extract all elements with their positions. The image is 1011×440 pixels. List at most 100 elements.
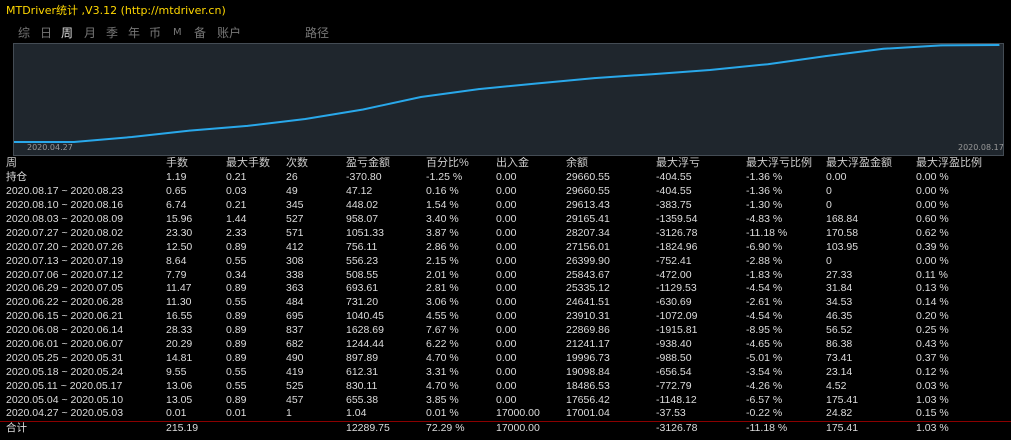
cell-max-lots: 0.01	[226, 407, 247, 420]
cell-max-profit-pct: 0.43 %	[916, 338, 949, 351]
cell-max-profit: 0	[826, 185, 832, 198]
cell-max-lots: 0.89	[226, 351, 247, 364]
table-row: 2020.06.15 ~ 2020.06.21 16.55 0.89 695 1040.…	[0, 310, 1011, 324]
cell-max-drawdown-pct: -3.54 %	[746, 365, 783, 378]
cell-max-profit-pct: 0.25 %	[916, 324, 949, 337]
cell-count: 527	[286, 213, 304, 225]
cell-week: 2020.08.03 ~ 2020.08.09	[6, 213, 124, 225]
cell-week: 2020.07.20 ~ 2020.07.26	[6, 240, 124, 253]
cell-balance: 26399.90	[566, 254, 610, 267]
tab-m[interactable]: M	[173, 27, 182, 38]
tab-account[interactable]: 账户	[217, 26, 242, 40]
cell-pnl: 731.20	[346, 296, 379, 309]
cell-lots: 13.06	[166, 379, 193, 392]
cell-max-profit-pct: 0.15 %	[916, 407, 949, 420]
cell-max-drawdown-pct: -0.22 %	[746, 407, 783, 420]
tab-currency[interactable]: 币	[149, 26, 162, 40]
cell-max-lots: 0.89	[226, 310, 247, 323]
cell-balance: 19098.84	[566, 365, 610, 378]
cell-deposit: 0.00	[496, 379, 517, 392]
tab-path[interactable]: 路径	[305, 26, 330, 40]
holding-row: 持仓 1.19 0.21 26 -370.80 -1.25 % 0.00 29660.55 -4…	[0, 171, 1011, 185]
cell-percent: 4.70 %	[426, 379, 459, 392]
balance-point	[651, 73, 653, 75]
cell-max-drawdown: -656.54	[656, 365, 692, 378]
cell-max-drawdown-pct: -8.95 %	[746, 324, 783, 337]
cell-max-profit-pct: 1.03 %	[910, 420, 1011, 436]
cell-lots: 20.29	[166, 338, 193, 351]
cell-percent: 百分比%	[426, 157, 469, 170]
weekly-stats-table: 周 手数 最大手数 次数 盈亏金额 百分比% 出入金 余额 最大浮亏 最大浮亏比例 最大浮盈金额 最大…	[0, 157, 1011, 436]
chart-end-date: 2020.08.17	[958, 143, 1004, 152]
cell-deposit: 0.00	[496, 310, 517, 323]
cell-max-lots: 0.89	[226, 393, 247, 406]
cell-lots: 0.65	[166, 185, 187, 198]
cell-pnl: 47.12	[346, 185, 373, 198]
cell-max-drawdown: -383.75	[656, 199, 692, 212]
balance-point	[709, 69, 711, 71]
cell-percent: 1.54 %	[426, 199, 459, 212]
cell-max-drawdown-pct: -5.01 %	[746, 351, 783, 364]
cell-percent: 0.01 %	[426, 407, 459, 420]
cell-pnl: 1244.44	[346, 338, 384, 351]
cell-lots: 11.47	[166, 282, 192, 295]
cell-count: 682	[286, 338, 304, 351]
cell-max-drawdown: -630.69	[656, 296, 692, 309]
cell-pnl: 1040.45	[346, 310, 384, 323]
cell-max-drawdown: -752.41	[656, 254, 692, 267]
cell-max-lots: 0.89	[226, 282, 247, 295]
cell-pnl: 1628.69	[346, 324, 384, 337]
cell-balance: 18486.53	[566, 379, 610, 392]
tab-summary[interactable]: 综	[18, 26, 31, 40]
cell-percent: 3.06 %	[426, 296, 459, 309]
balance-point	[362, 108, 364, 111]
tab-month[interactable]: 月	[84, 26, 97, 40]
balance-point	[131, 136, 133, 138]
cell-max-lots: 0.55	[226, 296, 247, 309]
cell-max-drawdown-pct: -6.57 %	[746, 393, 783, 406]
cell-percent: 2.01 %	[426, 268, 459, 281]
cell-max-drawdown-pct: -1.83 %	[746, 268, 783, 281]
tab-day[interactable]: 日	[40, 26, 53, 40]
cell-count: 1	[286, 407, 292, 420]
cell-max-drawdown: -404.55	[656, 185, 692, 198]
cell-balance: 余额	[566, 157, 588, 170]
cell-count: 695	[286, 310, 304, 323]
cell-count: 837	[286, 324, 304, 337]
cell-week: 2020.07.27 ~ 2020.08.02	[6, 226, 124, 239]
tab-quarter[interactable]: 季	[106, 26, 119, 40]
cell-lots: 1.19	[166, 171, 187, 184]
cell-max-drawdown: -772.79	[656, 379, 692, 392]
cell-deposit: 0.00	[496, 296, 517, 309]
table-row: 2020.07.27 ~ 2020.08.02 23.30 2.33 571 1051.…	[0, 226, 1011, 240]
cell-lots: 13.05	[166, 393, 193, 406]
cell-max-profit-pct: 0.00 %	[916, 185, 949, 198]
cell-max-drawdown: -472.00	[656, 268, 692, 281]
cell-deposit: 0.00	[496, 351, 517, 364]
cell-pnl: 556.23	[346, 254, 379, 267]
cell-count: 363	[286, 282, 304, 295]
cell-lots: 0.01	[166, 407, 187, 420]
cell-balance: 24641.51	[566, 296, 610, 309]
tab-week[interactable]: 周	[61, 26, 74, 40]
table-row: 2020.05.25 ~ 2020.05.31 14.81 0.89 490 897.8…	[0, 351, 1011, 365]
cell-balance: 25335.12	[566, 282, 610, 295]
cell-week: 2020.06.01 ~ 2020.06.07	[6, 338, 124, 351]
cell-max-profit: 27.33	[826, 268, 853, 281]
period-tab-bar: 综 日 周 月 季 年 币 M 备 账户 路径	[0, 22, 1011, 44]
tab-notes[interactable]: 备	[194, 26, 207, 40]
cell-week: 周	[6, 157, 17, 170]
chart-start-date: 2020.04.27	[27, 143, 73, 152]
tab-year[interactable]: 年	[128, 26, 141, 40]
balance-point	[824, 55, 827, 57]
cell-max-profit: 0	[826, 199, 832, 212]
cell-count	[280, 420, 340, 436]
balance-point	[420, 96, 422, 98]
table-row: 2020.07.06 ~ 2020.07.12 7.79 0.34 338 508.55…	[0, 268, 1011, 282]
total-row: 合计 215.19 12289.75 72.29 % 17000.00 -3126.78-…	[0, 420, 1011, 436]
cell-max-drawdown: -404.55	[656, 171, 692, 184]
cell-max-drawdown-pct: -4.54 %	[746, 282, 783, 295]
cell-percent: 3.85 %	[426, 393, 459, 406]
cell-count: 419	[286, 365, 304, 378]
cell-week: 2020.06.29 ~ 2020.07.05	[6, 282, 124, 295]
